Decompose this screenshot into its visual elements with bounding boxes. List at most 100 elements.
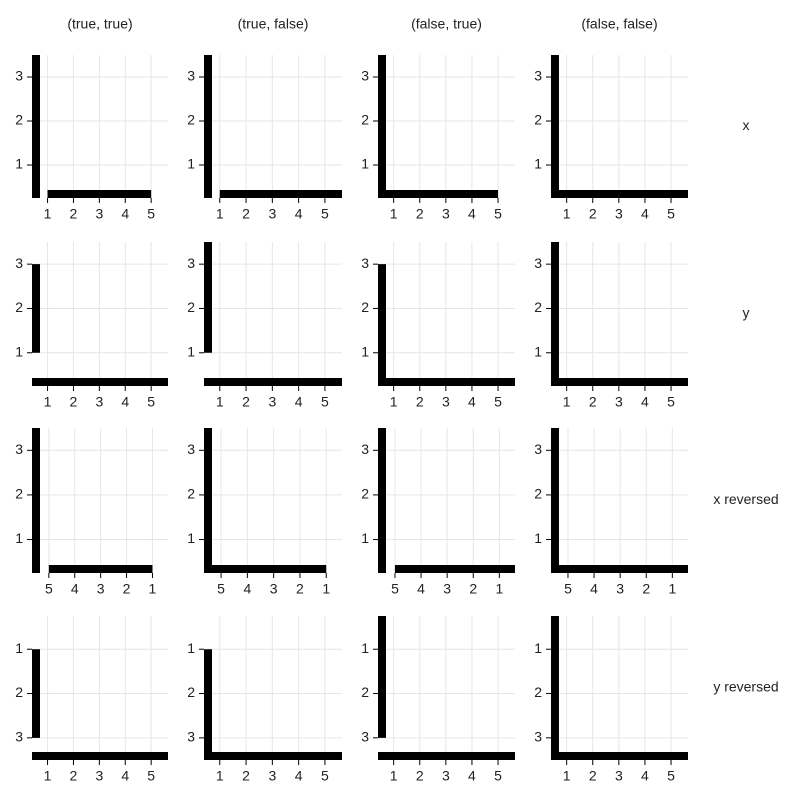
- x-tick-label: 1: [390, 768, 398, 784]
- y-tick-label: 1: [187, 156, 195, 172]
- row-label: x reversed: [713, 491, 778, 507]
- y-tick-label: 3: [187, 729, 195, 745]
- y-tick-label: 3: [15, 441, 23, 457]
- y-tick-label: 1: [187, 530, 195, 546]
- x-tick-label: 4: [295, 394, 303, 410]
- x-tick-label: 5: [494, 394, 502, 410]
- y-tick-label: 3: [534, 729, 542, 745]
- x-tick-label: 5: [564, 581, 572, 597]
- x-tick-label: 4: [468, 394, 476, 410]
- x-tick-label: 2: [70, 394, 78, 410]
- x-tick-label: 4: [71, 581, 79, 597]
- x-tick-label: 4: [295, 768, 303, 784]
- x-tick-label: 4: [243, 581, 251, 597]
- x-tick-label: 5: [321, 394, 329, 410]
- y-tick-label: 1: [534, 530, 542, 546]
- x-tick-label: 5: [391, 581, 399, 597]
- row-label: x: [743, 117, 750, 133]
- x-tick-label: 3: [270, 581, 278, 597]
- y-tick-label: 2: [15, 112, 23, 128]
- x-tick-label: 5: [667, 394, 675, 410]
- y-tick-label: 2: [534, 112, 542, 128]
- x-tick-label: 1: [390, 394, 398, 410]
- x-tick-label: 3: [95, 206, 103, 222]
- y-tick-label: 2: [534, 299, 542, 315]
- y-tick-label: 1: [534, 343, 542, 359]
- x-tick-label: 2: [589, 394, 597, 410]
- column-title: (false, true): [411, 16, 482, 32]
- y-tick-label: 1: [187, 640, 195, 656]
- x-tick-label: 1: [563, 394, 571, 410]
- x-tick-label: 5: [147, 206, 155, 222]
- x-tick-label: 2: [296, 581, 304, 597]
- x-tick-label: 2: [70, 768, 78, 784]
- x-tick-label: 1: [495, 581, 503, 597]
- y-tick-label: 3: [187, 441, 195, 457]
- y-tick-label: 2: [361, 684, 369, 700]
- y-tick-label: 1: [361, 640, 369, 656]
- y-tick-label: 3: [534, 441, 542, 457]
- x-tick-label: 4: [641, 768, 649, 784]
- x-tick-label: 5: [667, 206, 675, 222]
- y-tick-label: 2: [187, 112, 195, 128]
- y-tick-label: 1: [187, 343, 195, 359]
- x-tick-label: 5: [494, 206, 502, 222]
- x-tick-label: 5: [667, 768, 675, 784]
- x-tick-label: 2: [416, 768, 424, 784]
- y-tick-label: 2: [187, 486, 195, 502]
- y-tick-label: 3: [15, 255, 23, 271]
- x-tick-label: 5: [45, 581, 53, 597]
- x-tick-label: 3: [616, 581, 624, 597]
- x-tick-label: 1: [44, 768, 52, 784]
- x-tick-label: 1: [44, 206, 52, 222]
- y-tick-label: 3: [361, 441, 369, 457]
- y-tick-label: 1: [15, 530, 23, 546]
- x-tick-label: 3: [95, 394, 103, 410]
- x-tick-label: 2: [469, 581, 477, 597]
- x-tick-label: 4: [121, 394, 129, 410]
- x-tick-label: 3: [442, 394, 450, 410]
- column-title: (false, false): [581, 16, 657, 32]
- x-tick-label: 3: [615, 394, 623, 410]
- x-tick-label: 3: [268, 206, 276, 222]
- y-tick-label: 3: [15, 68, 23, 84]
- x-tick-label: 3: [615, 768, 623, 784]
- x-tick-label: 4: [121, 768, 129, 784]
- y-tick-label: 3: [361, 68, 369, 84]
- y-tick-label: 1: [361, 343, 369, 359]
- x-tick-label: 3: [268, 394, 276, 410]
- x-tick-label: 3: [615, 206, 623, 222]
- y-tick-label: 2: [15, 299, 23, 315]
- x-tick-label: 3: [442, 206, 450, 222]
- y-tick-label: 1: [361, 156, 369, 172]
- y-tick-label: 3: [187, 68, 195, 84]
- x-tick-label: 5: [494, 768, 502, 784]
- x-tick-label: 2: [70, 206, 78, 222]
- y-tick-label: 1: [15, 640, 23, 656]
- x-tick-label: 2: [416, 394, 424, 410]
- y-tick-label: 2: [361, 112, 369, 128]
- x-tick-label: 5: [147, 768, 155, 784]
- x-tick-label: 2: [589, 768, 597, 784]
- x-tick-label: 4: [590, 581, 598, 597]
- y-tick-label: 3: [534, 68, 542, 84]
- y-tick-label: 1: [361, 530, 369, 546]
- x-tick-label: 2: [123, 581, 131, 597]
- x-tick-label: 5: [321, 768, 329, 784]
- x-tick-label: 4: [295, 206, 303, 222]
- x-tick-label: 2: [242, 206, 250, 222]
- x-tick-label: 4: [468, 768, 476, 784]
- x-tick-label: 1: [563, 206, 571, 222]
- y-tick-label: 2: [187, 299, 195, 315]
- x-tick-label: 3: [268, 768, 276, 784]
- x-tick-label: 3: [95, 768, 103, 784]
- y-tick-label: 1: [534, 156, 542, 172]
- x-tick-label: 5: [321, 206, 329, 222]
- x-tick-label: 1: [216, 768, 224, 784]
- y-tick-label: 2: [361, 299, 369, 315]
- x-tick-label: 4: [468, 206, 476, 222]
- y-tick-label: 1: [534, 640, 542, 656]
- column-title: (true, false): [238, 16, 309, 32]
- x-tick-label: 1: [668, 581, 676, 597]
- x-tick-label: 3: [442, 768, 450, 784]
